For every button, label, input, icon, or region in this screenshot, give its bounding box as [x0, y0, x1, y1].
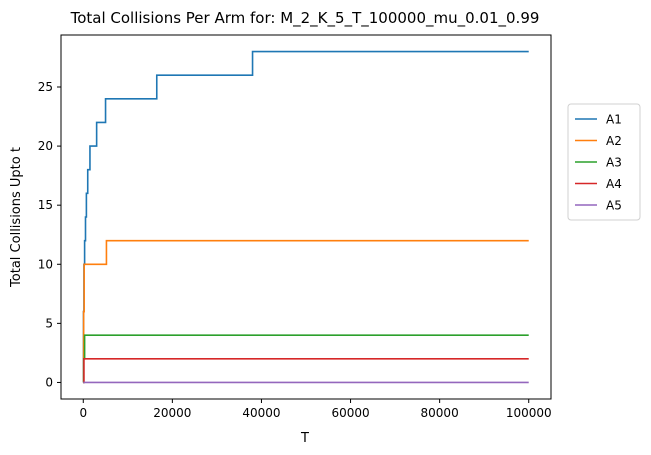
x-tick-label: 80000	[421, 406, 459, 420]
legend: A1 A2 A3 A4 A5	[567, 103, 641, 221]
chart-title: Total Collisions Per Arm for: M_2_K_5_T_…	[70, 9, 540, 28]
x-tick-label: 0	[79, 406, 87, 420]
y-tick-label: 20	[38, 139, 53, 153]
x-tick-label: 60000	[331, 406, 369, 420]
legend-label: A1	[606, 113, 622, 127]
y-tick-label: 25	[38, 80, 53, 94]
series-line-a4	[83, 358, 529, 384]
x-tick-label: 20000	[153, 406, 191, 420]
x-axis-label: T	[300, 431, 309, 446]
x-tick-label: 100000	[506, 406, 552, 420]
legend-label: A2	[606, 134, 622, 148]
legend-label: A3	[606, 156, 622, 170]
y-tick-label: 15	[38, 198, 53, 212]
legend-label: A5	[606, 199, 622, 213]
series-layer	[82, 50, 529, 384]
y-tick-label: 10	[38, 257, 53, 271]
legend-label: A4	[606, 177, 622, 191]
x-axis-ticks: 0 20000 40000 60000 80000 100000	[79, 399, 552, 420]
series-line-a1	[82, 50, 529, 384]
legend-box	[567, 103, 641, 221]
series-line-a2	[82, 239, 529, 384]
y-tick-label: 5	[45, 316, 53, 330]
y-axis-ticks: 0 5 10 15 20 25	[38, 80, 61, 389]
y-tick-label: 0	[45, 375, 53, 389]
x-tick-label: 40000	[242, 406, 280, 420]
plot-frame	[60, 34, 552, 400]
y-axis-label: Total Collisions Upto t	[9, 147, 24, 288]
